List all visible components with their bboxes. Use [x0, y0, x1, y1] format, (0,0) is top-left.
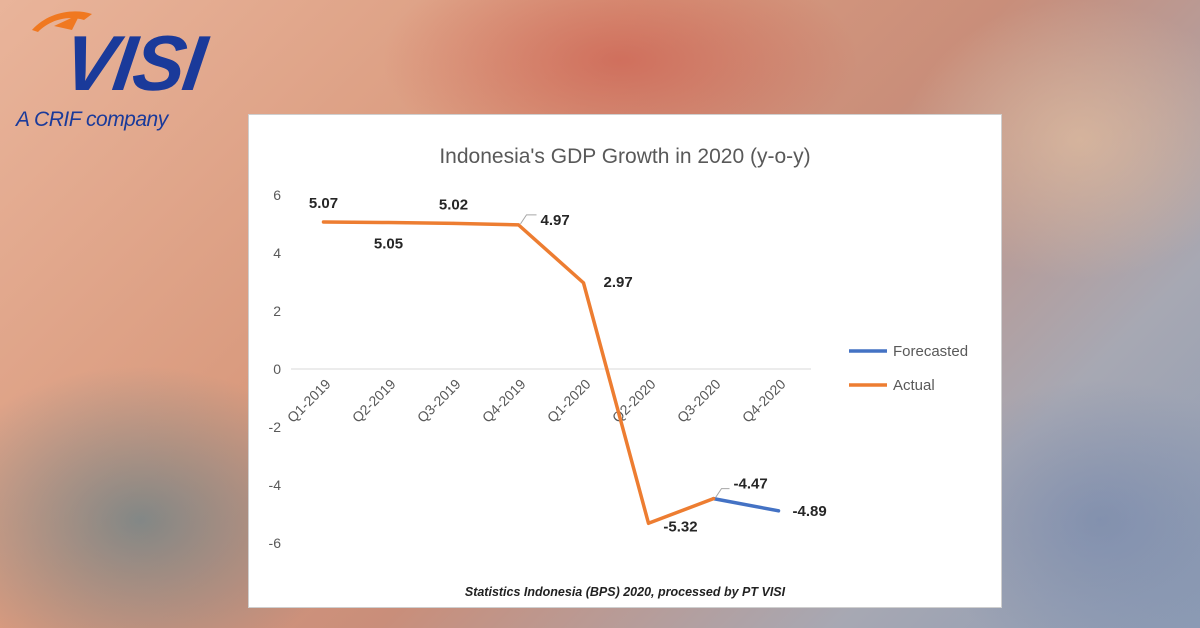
y-tick-label: 2: [273, 303, 281, 319]
gdp-line-chart: Indonesia's GDP Growth in 2020 (y-o-y) 6…: [269, 145, 969, 551]
actual-data-label: -5.32: [663, 518, 697, 535]
chart-panel: Indonesia's GDP Growth in 2020 (y-o-y) 6…: [248, 114, 1002, 608]
y-tick-label: 6: [273, 187, 281, 203]
x-tick-label: Q2-2019: [349, 376, 399, 426]
actual-data-point: [647, 521, 650, 525]
x-tick-label: Q3-2020: [674, 376, 724, 426]
forecasted-series-line: [711, 496, 781, 513]
y-tick-label: -6: [269, 535, 282, 551]
y-tick-label: -2: [269, 419, 282, 435]
actual-data-label: 5.02: [439, 196, 468, 213]
x-tick-label: Q1-2019: [284, 376, 334, 426]
data-label-leader: [520, 214, 537, 225]
logo-brand-text: VISI: [58, 19, 214, 107]
actual-data-point: [712, 497, 715, 501]
forecasted-data-point: [777, 509, 780, 513]
x-tick-label: Q1-2020: [544, 376, 594, 426]
legend-forecasted-label: Forecasted: [893, 343, 968, 360]
actual-data-point: [452, 221, 455, 225]
actual-data-label: 5.05: [374, 236, 403, 253]
actual-data-label: -4.47: [734, 476, 768, 493]
data-label-leader: [715, 488, 730, 498]
source-note: Statistics Indonesia (BPS) 2020, process…: [464, 585, 786, 599]
logo-tagline: A CRIF company: [16, 108, 168, 131]
actual-data-point: [582, 281, 585, 285]
actual-data-point: [322, 220, 325, 224]
x-tick-label: Q4-2019: [479, 376, 529, 426]
y-tick-label: -4: [269, 477, 282, 493]
actual-data-label: 5.07: [309, 195, 338, 212]
x-tick-label: Q4-2020: [739, 376, 789, 426]
forecasted-data-label: -4.89: [793, 503, 827, 520]
actual-data-point: [387, 221, 390, 225]
logo-swoosh-icon: [32, 11, 92, 32]
y-tick-label: 4: [273, 245, 281, 261]
actual-data-point: [517, 223, 520, 227]
actual-data-label: 4.97: [541, 212, 570, 229]
actual-data-label: 2.97: [604, 274, 633, 291]
chart-title: Indonesia's GDP Growth in 2020 (y-o-y): [439, 145, 810, 168]
x-tick-label: Q3-2019: [414, 376, 464, 426]
y-tick-label: 0: [273, 361, 281, 377]
legend-actual-label: Actual: [893, 377, 935, 394]
visi-logo: VISI A CRIF company: [14, 8, 284, 132]
actual-series-line: [321, 220, 716, 526]
